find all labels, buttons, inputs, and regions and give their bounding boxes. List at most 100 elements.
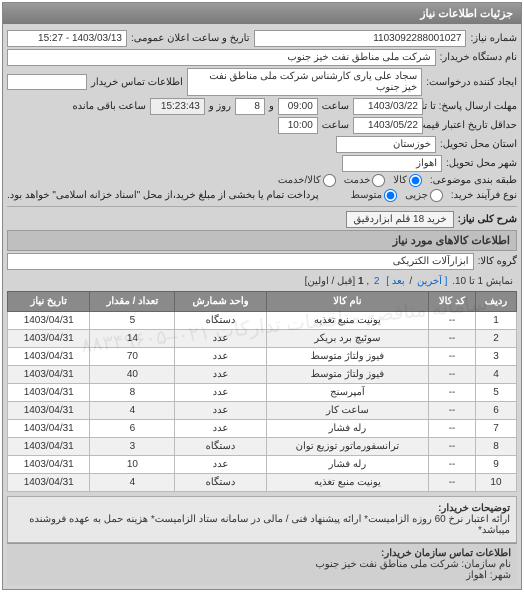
table-header: واحد شمارش — [175, 292, 266, 312]
table-cell: 5 — [475, 384, 516, 402]
value-date1: 1403/03/22 — [353, 98, 423, 115]
pager-p2[interactable]: 2 — [374, 276, 380, 287]
form-body: شماره نیاز: 1103092288001027 تاریخ و ساع… — [3, 24, 521, 589]
label-deadline-to: حداقل تاریخ اعتبار قیمت: تا تاریخ: — [427, 120, 517, 131]
label-city: شهر محل تحویل: — [446, 158, 517, 169]
table-cell: 1403/04/31 — [8, 456, 90, 474]
table-cell: عدد — [175, 330, 266, 348]
table-cell: -- — [429, 402, 476, 420]
table-cell: رله فشار — [266, 456, 428, 474]
table-row[interactable]: 7--رله فشارعدد61403/04/31 — [8, 420, 517, 438]
label-deadline-send: مهلت ارسال پاسخ: تا تاریخ: — [427, 101, 517, 112]
table-cell: یونیت منبع تغذیه — [266, 474, 428, 492]
buyer-note: توضیحات خریدار: ارائه اعتبار نرخ 60 روزه… — [7, 496, 517, 543]
pager-next[interactable]: بعد ] — [386, 276, 404, 287]
table-cell: 1403/04/31 — [8, 312, 90, 330]
table-cell: 40 — [90, 366, 175, 384]
table-cell: 1403/04/31 — [8, 474, 90, 492]
table-cell: -- — [429, 384, 476, 402]
table-cell: 8 — [475, 438, 516, 456]
pager-prefix: نمایش 1 تا 10. — [452, 276, 513, 287]
table-cell: 8 — [90, 384, 175, 402]
table-row[interactable]: 6--ساعت کارعدد41403/04/31 — [8, 402, 517, 420]
panel-title: جزئیات اطلاعات نیاز — [3, 3, 521, 24]
table-cell: 7 — [475, 420, 516, 438]
table-cell: 4 — [90, 402, 175, 420]
table-cell: 70 — [90, 348, 175, 366]
label-payment: نوع فرآیند خرید: — [451, 190, 517, 201]
table-cell: فیوز ولتاژ متوسط — [266, 366, 428, 384]
table-row[interactable]: 8--ترانسفورماتور توزیع تواندستگاه31403/0… — [8, 438, 517, 456]
table-cell: سوئیچ برد بریکر — [266, 330, 428, 348]
table-row[interactable]: 1--یونیت منبع تغذیهدستگاه51403/04/31 — [8, 312, 517, 330]
table-cell: -- — [429, 366, 476, 384]
table-cell: -- — [429, 438, 476, 456]
table-header: نام کالا — [266, 292, 428, 312]
radio-pkg-service[interactable]: خدمت — [344, 174, 386, 187]
table-cell: 1403/04/31 — [8, 438, 90, 456]
table-cell: 1403/04/31 — [8, 420, 90, 438]
value-time-remain: 15:23:43 — [150, 98, 205, 115]
label-announce: تاریخ و ساعت اعلان عمومی: — [131, 33, 250, 44]
radio-pkg-service-label: خدمت — [344, 175, 371, 186]
table-cell: 1403/04/31 — [8, 402, 90, 420]
table-cell: دستگاه — [175, 438, 266, 456]
table-cell: 10 — [90, 456, 175, 474]
table-cell: ترانسفورماتور توزیع توان — [266, 438, 428, 456]
table-cell: -- — [429, 348, 476, 366]
table-cell: ساعت کار — [266, 402, 428, 420]
radio-pay-low[interactable]: جزیی — [405, 189, 443, 202]
table-header: ردیف — [475, 292, 516, 312]
table-cell: 10 — [475, 474, 516, 492]
table-header: تعداد / مقدار — [90, 292, 175, 312]
label-and: و — [269, 101, 274, 112]
table-row[interactable]: 5--آمپرسنجعدد81403/04/31 — [8, 384, 517, 402]
table-cell: 1403/04/31 — [8, 366, 90, 384]
label-number: شماره نیاز: — [470, 33, 517, 44]
table-row[interactable]: 10--یونیت منبع تغذیهدستگاه41403/04/31 — [8, 474, 517, 492]
contact-org-label: نام سازمان: — [461, 559, 511, 570]
table-cell: عدد — [175, 456, 266, 474]
radio-pkg-both[interactable]: کالا/خدمت — [278, 174, 336, 187]
label-summary: شرح کلی نیاز: — [458, 214, 517, 225]
table-cell: فیوز ولتاژ متوسط — [266, 348, 428, 366]
table-cell: عدد — [175, 384, 266, 402]
note-text: ارائه اعتبار نرخ 60 روزه الزامیست* ارائه… — [14, 514, 510, 536]
pager: نمایش 1 تا 10. [ آخرین / بعد ] 2 , 1 [قب… — [7, 272, 517, 291]
goods-section-title: اطلاعات کالاهای مورد نیاز — [7, 230, 517, 251]
label-days: روز و — [209, 101, 231, 112]
table-cell: 2 — [475, 330, 516, 348]
table-row[interactable]: 4--فیوز ولتاژ متوسطعدد401403/04/31 — [8, 366, 517, 384]
value-city: اهواز — [342, 155, 442, 172]
radio-pkg-both-label: کالا/خدمت — [278, 175, 321, 186]
table-row[interactable]: 9--رله فشارعدد101403/04/31 — [8, 456, 517, 474]
table-cell: -- — [429, 312, 476, 330]
goods-table: ردیفکد کالانام کالاواحد شمارشتعداد / مقد… — [7, 291, 517, 492]
table-header: تاریخ نیاز — [8, 292, 90, 312]
payment-note: پرداخت تمام یا بخشی از مبلغ خرید،از محل … — [7, 190, 343, 201]
table-cell: یونیت منبع تغذیه — [266, 312, 428, 330]
value-date2: 1403/05/22 — [353, 117, 423, 134]
table-cell: 6 — [475, 402, 516, 420]
radio-pay-low-label: جزیی — [405, 190, 428, 201]
table-cell: دستگاه — [175, 312, 266, 330]
value-summary: خرید 18 قلم ابزاردقیق — [346, 211, 453, 228]
table-cell: رله فشار — [266, 420, 428, 438]
table-row[interactable]: 3--فیوز ولتاژ متوسطعدد701403/04/31 — [8, 348, 517, 366]
label-group: گروه کالا: — [478, 256, 517, 267]
pager-last[interactable]: [ آخرین — [417, 276, 447, 287]
label-hour1: ساعت — [322, 101, 349, 112]
table-cell: 4 — [475, 366, 516, 384]
radio-pkg-goods[interactable]: کالا — [393, 174, 422, 187]
radio-pkg-goods-label: کالا — [393, 175, 407, 186]
table-row[interactable]: 2--سوئیچ برد بریکرعدد141403/04/31 — [8, 330, 517, 348]
value-group: ابزارآلات الکتریکی — [7, 253, 474, 270]
contact-box: اطلاعات تماس سازمان خریدار: نام سازمان: … — [7, 543, 517, 585]
value-requester: سجاد علی یاری کارشناس شرکت ملی مناطق نفت… — [187, 68, 422, 96]
radio-pay-mid[interactable]: متوسط — [351, 189, 397, 202]
contact-title: اطلاعات تماس سازمان خریدار: — [381, 548, 511, 559]
label-packaging: طبقه بندی موضوعی: — [430, 175, 517, 186]
table-cell: 5 — [90, 312, 175, 330]
value-number: 1103092288001027 — [254, 30, 467, 47]
value-time1: 09:00 — [278, 98, 318, 115]
